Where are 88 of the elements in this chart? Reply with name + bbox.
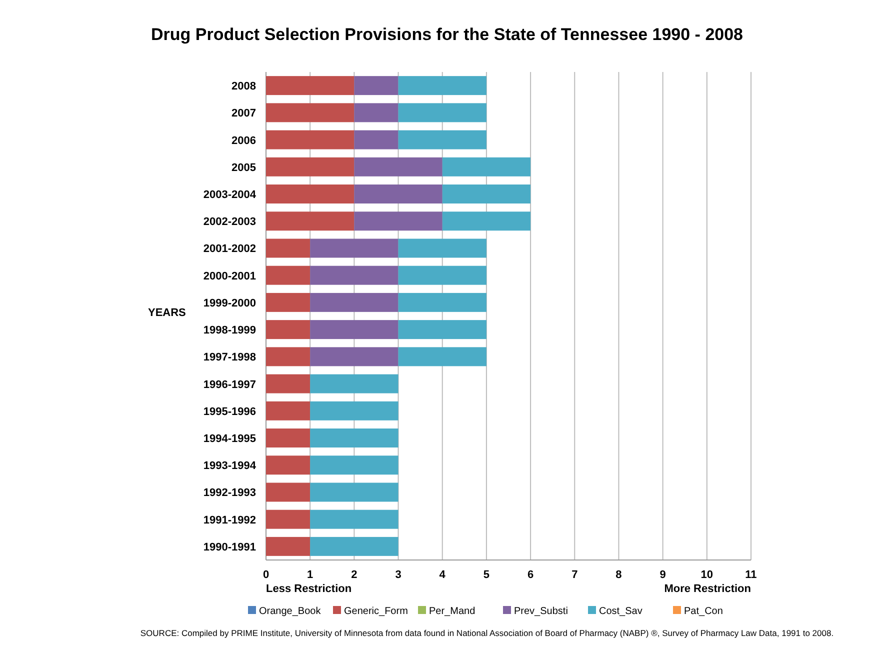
x-tick-label: 5 (483, 569, 490, 581)
bar (266, 536, 310, 556)
x-tick-label: 8 (616, 569, 622, 581)
bar (266, 238, 310, 258)
bar (310, 456, 398, 475)
legend-label: Cost_Sav (599, 606, 642, 617)
bar (310, 266, 398, 285)
chart-title: Drug Product Selection Provisions for the State of Tennessee 1990 - 2008 (150, 25, 744, 44)
x-tick-label: 4 (439, 569, 446, 581)
bar (310, 292, 398, 312)
x-tick-label: 0 (262, 569, 270, 581)
bar (310, 401, 398, 420)
bar (310, 536, 398, 556)
bar (266, 184, 354, 204)
bar (354, 130, 398, 150)
y-tick-label: 1994-1995 (203, 433, 256, 445)
x-tick-label: 1 (307, 569, 314, 581)
bar (266, 76, 354, 96)
text: Less Restriction (266, 583, 352, 595)
legend-label: Prev_Substi (514, 606, 568, 617)
bar (442, 157, 531, 176)
y-tick-label: 2003-2004 (203, 189, 257, 201)
bar (398, 347, 486, 366)
bar (354, 76, 398, 96)
bar (398, 130, 486, 150)
bar (266, 428, 310, 448)
y-tick-label: 2005 (232, 162, 256, 174)
source-note: SOURCE: Compiled by PRIME Institute, University of Minnesota from data found in National Association of Board of Pharmacy (NABP) ®, Survey of Pharmacy Law Data, 1991 to 2008. (140, 628, 834, 638)
bar (310, 510, 398, 529)
bar (266, 482, 310, 502)
y-tick-label: 2001-2002 (203, 243, 256, 256)
bar (266, 347, 310, 366)
x-tick-label: 11 (745, 569, 757, 581)
bar (398, 320, 486, 340)
bar (442, 184, 531, 204)
bar (354, 184, 442, 204)
y-tick-label: 1995-1996 (203, 406, 256, 418)
bar (398, 103, 486, 122)
x-tick-label: 10 (700, 569, 714, 581)
x-tick-label: 6 (527, 569, 534, 581)
y-axis-title: YEARS (148, 307, 186, 319)
bar (398, 76, 486, 96)
bar (310, 428, 398, 448)
bar (354, 157, 442, 176)
legend-label: Orange_Book (259, 606, 322, 617)
y-tick-label: 1996-1997 (203, 378, 256, 391)
x-tick-label: 2 (351, 569, 358, 581)
y-tick-label: 1993-1994 (203, 460, 257, 472)
bar (398, 292, 486, 312)
bar (398, 238, 486, 258)
x-tick-label: 7 (572, 569, 578, 581)
bar (266, 374, 310, 394)
bar (266, 320, 310, 340)
y-tick-label: 1998-1999 (203, 324, 256, 337)
y-tick-label: 1992-1993 (203, 487, 256, 500)
text: More Restriction (664, 583, 752, 595)
bar (310, 374, 398, 394)
bar (266, 130, 354, 150)
y-tick-label: 1990-1991 (203, 541, 256, 554)
bar (310, 320, 398, 340)
y-tick-label: 1997-1998 (203, 352, 256, 364)
bar (266, 401, 310, 420)
y-tick-label: 2006 (232, 134, 256, 147)
bar (310, 238, 398, 258)
bar (354, 103, 398, 122)
bar (442, 212, 531, 231)
bar (266, 103, 354, 122)
bar (398, 266, 486, 285)
y-tick-label: 2008 (232, 80, 256, 93)
bar (266, 456, 310, 475)
y-tick-label: 2007 (232, 108, 256, 120)
bar (266, 212, 354, 231)
legend-label: Generic_Form (344, 606, 408, 617)
y-tick-label: 1999-2000 (203, 297, 256, 310)
bar (354, 212, 442, 231)
y-tick-label: 2002-2003 (203, 216, 256, 228)
bar (310, 482, 398, 502)
x-tick-label: 9 (660, 569, 666, 581)
bar (266, 157, 354, 176)
legend-label: Pat_Con (684, 606, 723, 617)
y-tick-label: 1991-1992 (203, 514, 256, 526)
bar (266, 266, 310, 285)
bar (266, 510, 310, 529)
x-tick-label: 3 (395, 569, 402, 581)
bar (266, 292, 310, 312)
legend-label: Per_Mand (429, 606, 476, 617)
y-tick-label: 2000-2001 (203, 270, 256, 282)
bar (310, 347, 398, 366)
